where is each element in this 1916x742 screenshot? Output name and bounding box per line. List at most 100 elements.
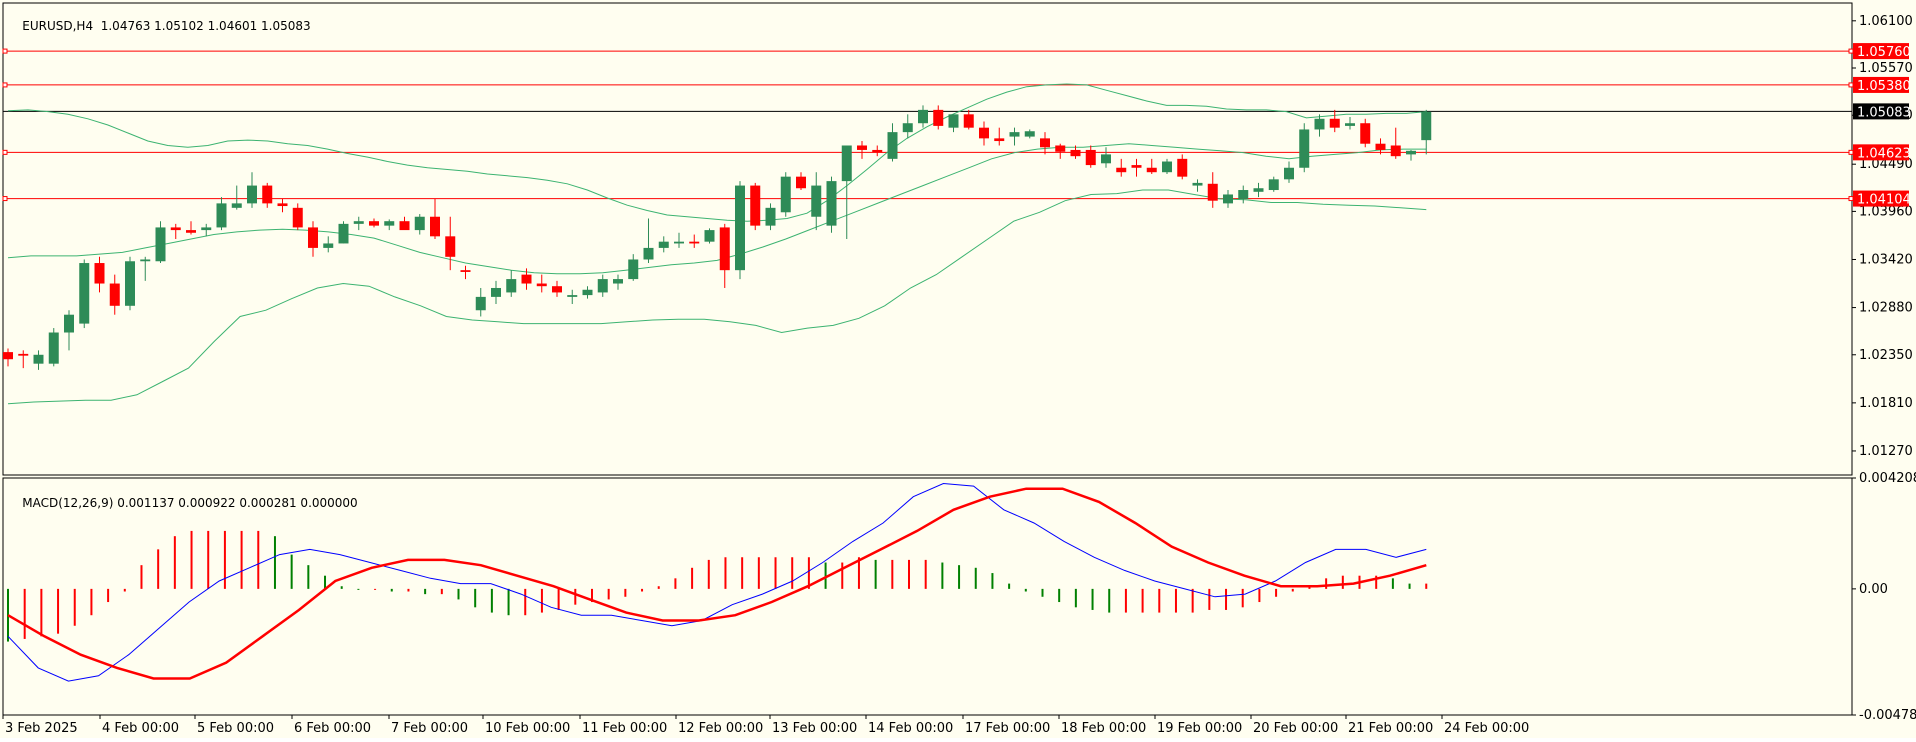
candle[interactable]: [963, 109, 974, 130]
candle[interactable]: [628, 254, 639, 281]
candle[interactable]: [613, 274, 623, 290]
candle[interactable]: [399, 216, 410, 231]
candle[interactable]: [1421, 109, 1432, 155]
candle[interactable]: [1314, 114, 1325, 137]
level-anchor-left[interactable]: [2, 82, 8, 88]
candle[interactable]: [872, 145, 883, 157]
candle[interactable]: [674, 232, 684, 248]
candle[interactable]: [567, 289, 578, 305]
candle[interactable]: [704, 228, 715, 244]
candle[interactable]: [369, 218, 379, 228]
macd-pane[interactable]: [2, 477, 1853, 716]
level-anchor-left[interactable]: [2, 48, 8, 54]
candle[interactable]: [308, 221, 318, 257]
level-anchor-right[interactable]: [1848, 196, 1854, 202]
candle[interactable]: [719, 223, 730, 288]
candle[interactable]: [1299, 123, 1310, 173]
candle[interactable]: [902, 114, 913, 139]
candle[interactable]: [643, 218, 654, 264]
candle[interactable]: [536, 274, 547, 293]
candle[interactable]: [658, 236, 669, 253]
candle[interactable]: [79, 259, 90, 329]
candle[interactable]: [1345, 116, 1355, 130]
candle[interactable]: [109, 274, 120, 315]
candle[interactable]: [18, 350, 29, 369]
candle[interactable]: [414, 214, 425, 235]
candle[interactable]: [460, 265, 471, 280]
level-anchor-right[interactable]: [1848, 48, 1854, 54]
candle[interactable]: [887, 123, 898, 162]
candle[interactable]: [521, 268, 532, 290]
candle[interactable]: [33, 350, 44, 370]
candle[interactable]: [323, 236, 334, 253]
candle[interactable]: [1360, 118, 1371, 148]
candle[interactable]: [384, 219, 395, 231]
candle[interactable]: [1390, 127, 1401, 159]
level-anchor-right[interactable]: [1848, 82, 1854, 88]
candle[interactable]: [826, 176, 837, 233]
candle[interactable]: [1162, 158, 1172, 174]
level-anchor-right[interactable]: [1848, 149, 1854, 155]
candle[interactable]: [948, 114, 959, 133]
level-anchor-left[interactable]: [2, 149, 8, 155]
candle[interactable]: [140, 256, 151, 281]
candle[interactable]: [1070, 145, 1081, 159]
candle[interactable]: [277, 198, 288, 213]
candle[interactable]: [765, 203, 776, 231]
candle[interactable]: [1284, 161, 1294, 183]
candle[interactable]: [689, 234, 700, 248]
candle[interactable]: [1085, 145, 1096, 168]
candle[interactable]: [445, 216, 456, 271]
candle[interactable]: [338, 221, 349, 244]
candle[interactable]: [552, 280, 562, 297]
candle[interactable]: [430, 198, 440, 239]
price-pane[interactable]: [2, 2, 1854, 476]
candle[interactable]: [1238, 185, 1249, 204]
candle[interactable]: [475, 287, 486, 317]
candle[interactable]: [1116, 158, 1127, 177]
candle[interactable]: [841, 145, 852, 239]
candle[interactable]: [1024, 129, 1035, 139]
candle[interactable]: [1101, 147, 1111, 168]
candle[interactable]: [247, 172, 257, 208]
candle[interactable]: [353, 216, 364, 231]
candle[interactable]: [216, 197, 227, 231]
candle[interactable]: [750, 182, 761, 231]
candle[interactable]: [582, 286, 593, 299]
candle[interactable]: [155, 221, 166, 264]
candle[interactable]: [796, 172, 806, 191]
candle[interactable]: [1268, 176, 1279, 192]
candle[interactable]: [292, 203, 303, 231]
candle[interactable]: [201, 223, 212, 237]
candle[interactable]: [1009, 127, 1020, 146]
candle[interactable]: [780, 172, 791, 217]
candle[interactable]: [933, 105, 944, 130]
candle[interactable]: [262, 182, 273, 208]
candle[interactable]: [94, 256, 105, 293]
candle[interactable]: [1192, 179, 1203, 192]
candle[interactable]: [491, 280, 501, 305]
candle[interactable]: [1131, 158, 1142, 177]
candle[interactable]: [48, 328, 59, 367]
candle[interactable]: [1055, 143, 1066, 159]
candle[interactable]: [979, 121, 989, 146]
candle[interactable]: [1040, 132, 1050, 155]
candle[interactable]: [857, 141, 867, 159]
candle[interactable]: [170, 223, 181, 239]
candle[interactable]: [1146, 158, 1157, 174]
candle[interactable]: [231, 185, 242, 210]
candle[interactable]: [64, 310, 74, 351]
candle[interactable]: [1223, 190, 1233, 208]
candle[interactable]: [811, 172, 822, 231]
level-anchor-left[interactable]: [2, 196, 8, 202]
candle[interactable]: [3, 348, 13, 367]
candle[interactable]: [918, 105, 928, 128]
candle[interactable]: [597, 274, 608, 297]
candle[interactable]: [1375, 138, 1386, 155]
candle[interactable]: [1207, 172, 1218, 208]
candle[interactable]: [1329, 109, 1340, 133]
candle[interactable]: [994, 127, 1005, 146]
candle[interactable]: [1406, 149, 1416, 161]
candle[interactable]: [506, 270, 517, 297]
